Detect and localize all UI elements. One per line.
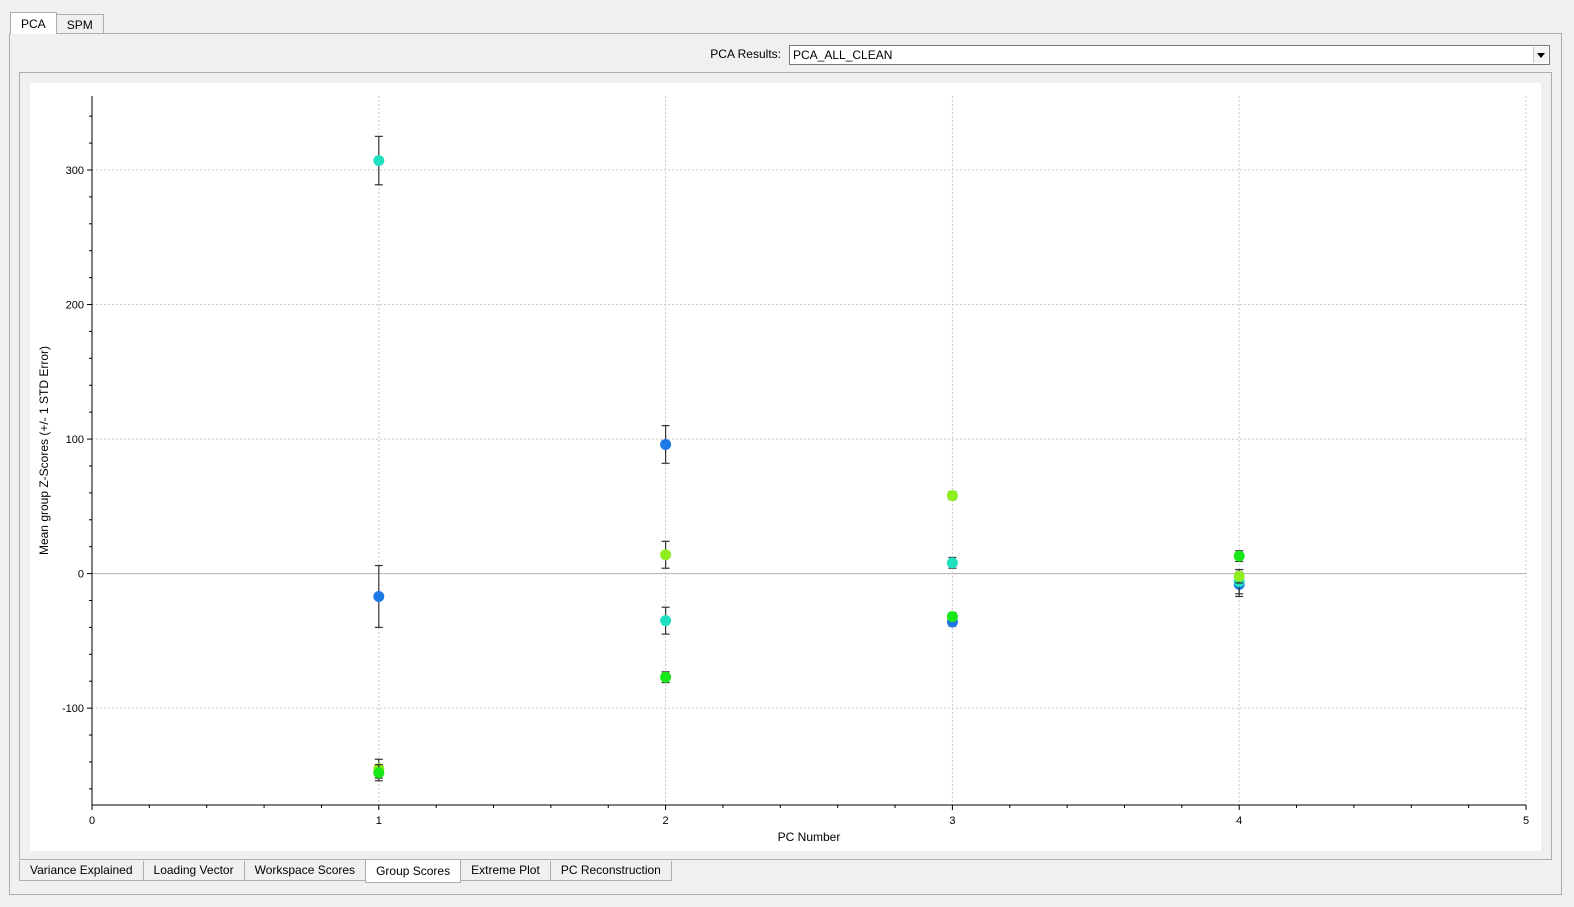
y-tick-label: 100	[66, 434, 84, 446]
x-tick-label: 0	[89, 815, 95, 827]
y-axis-label: Mean group Z-Scores (+/- 1 STD Error)	[37, 346, 51, 555]
axes: PC Number Mean group Z-Scores (+/- 1 STD…	[37, 96, 1529, 844]
y-tick-label: 200	[66, 300, 84, 312]
data-point-cyan	[373, 155, 385, 167]
group-scores-chart: PC Number Mean group Z-Scores (+/- 1 STD…	[37, 96, 1529, 844]
group-scores-pane: PC Number Mean group Z-Scores (+/- 1 STD…	[19, 72, 1552, 860]
data-point-green	[1233, 550, 1245, 562]
data-point-green	[946, 611, 958, 623]
tab-workspace-scores[interactable]: Workspace Scores	[243, 861, 367, 881]
data-point-blue	[373, 590, 385, 602]
tab-group-scores[interactable]: Group Scores	[365, 860, 462, 883]
tab-loading-vector[interactable]: Loading Vector	[142, 861, 245, 881]
y-tick-label: 0	[78, 569, 84, 581]
data-points	[373, 135, 1245, 782]
pca-results-label: PCA Results:	[710, 47, 781, 61]
plot-area: PC Number Mean group Z-Scores (+/- 1 STD…	[30, 83, 1541, 851]
x-tick-label: 1	[376, 815, 382, 827]
x-tick-label: 5	[1523, 815, 1529, 827]
data-point-green	[373, 767, 385, 779]
pca-pane: PCA Results: PCA_ALL_CLEAN PC Number Mea…	[9, 33, 1562, 895]
x-tick-label: 2	[663, 815, 669, 827]
x-tick-label: 3	[949, 815, 955, 827]
results-selector-row: PCA Results: PCA_ALL_CLEAN	[10, 44, 1561, 66]
tab-pca[interactable]: PCA	[10, 12, 57, 34]
y-tick-label: 300	[66, 165, 84, 177]
data-point-lime	[1233, 570, 1245, 582]
grid	[92, 96, 1527, 805]
top-tab-bar: PCA SPM	[10, 12, 104, 34]
y-tick-label: -100	[62, 703, 84, 715]
data-point-lime	[946, 490, 958, 502]
tab-variance-explained[interactable]: Variance Explained	[19, 861, 144, 881]
chevron-down-icon[interactable]	[1533, 47, 1548, 63]
data-point-blue	[660, 438, 672, 450]
data-point-lime	[660, 549, 672, 561]
data-point-green	[660, 671, 672, 683]
data-point-cyan	[946, 557, 958, 569]
tab-extreme-plot[interactable]: Extreme Plot	[460, 861, 551, 881]
tab-spm[interactable]: SPM	[55, 14, 104, 34]
data-point-cyan	[660, 615, 672, 627]
pca-results-value: PCA_ALL_CLEAN	[793, 48, 893, 62]
x-tick-label: 4	[1236, 815, 1242, 827]
x-axis-label: PC Number	[778, 830, 841, 844]
bottom-tab-bar: Variance Explained Loading Vector Worksp…	[19, 860, 672, 885]
tab-pc-reconstruction[interactable]: PC Reconstruction	[549, 861, 672, 881]
pca-results-dropdown[interactable]: PCA_ALL_CLEAN	[789, 45, 1550, 65]
